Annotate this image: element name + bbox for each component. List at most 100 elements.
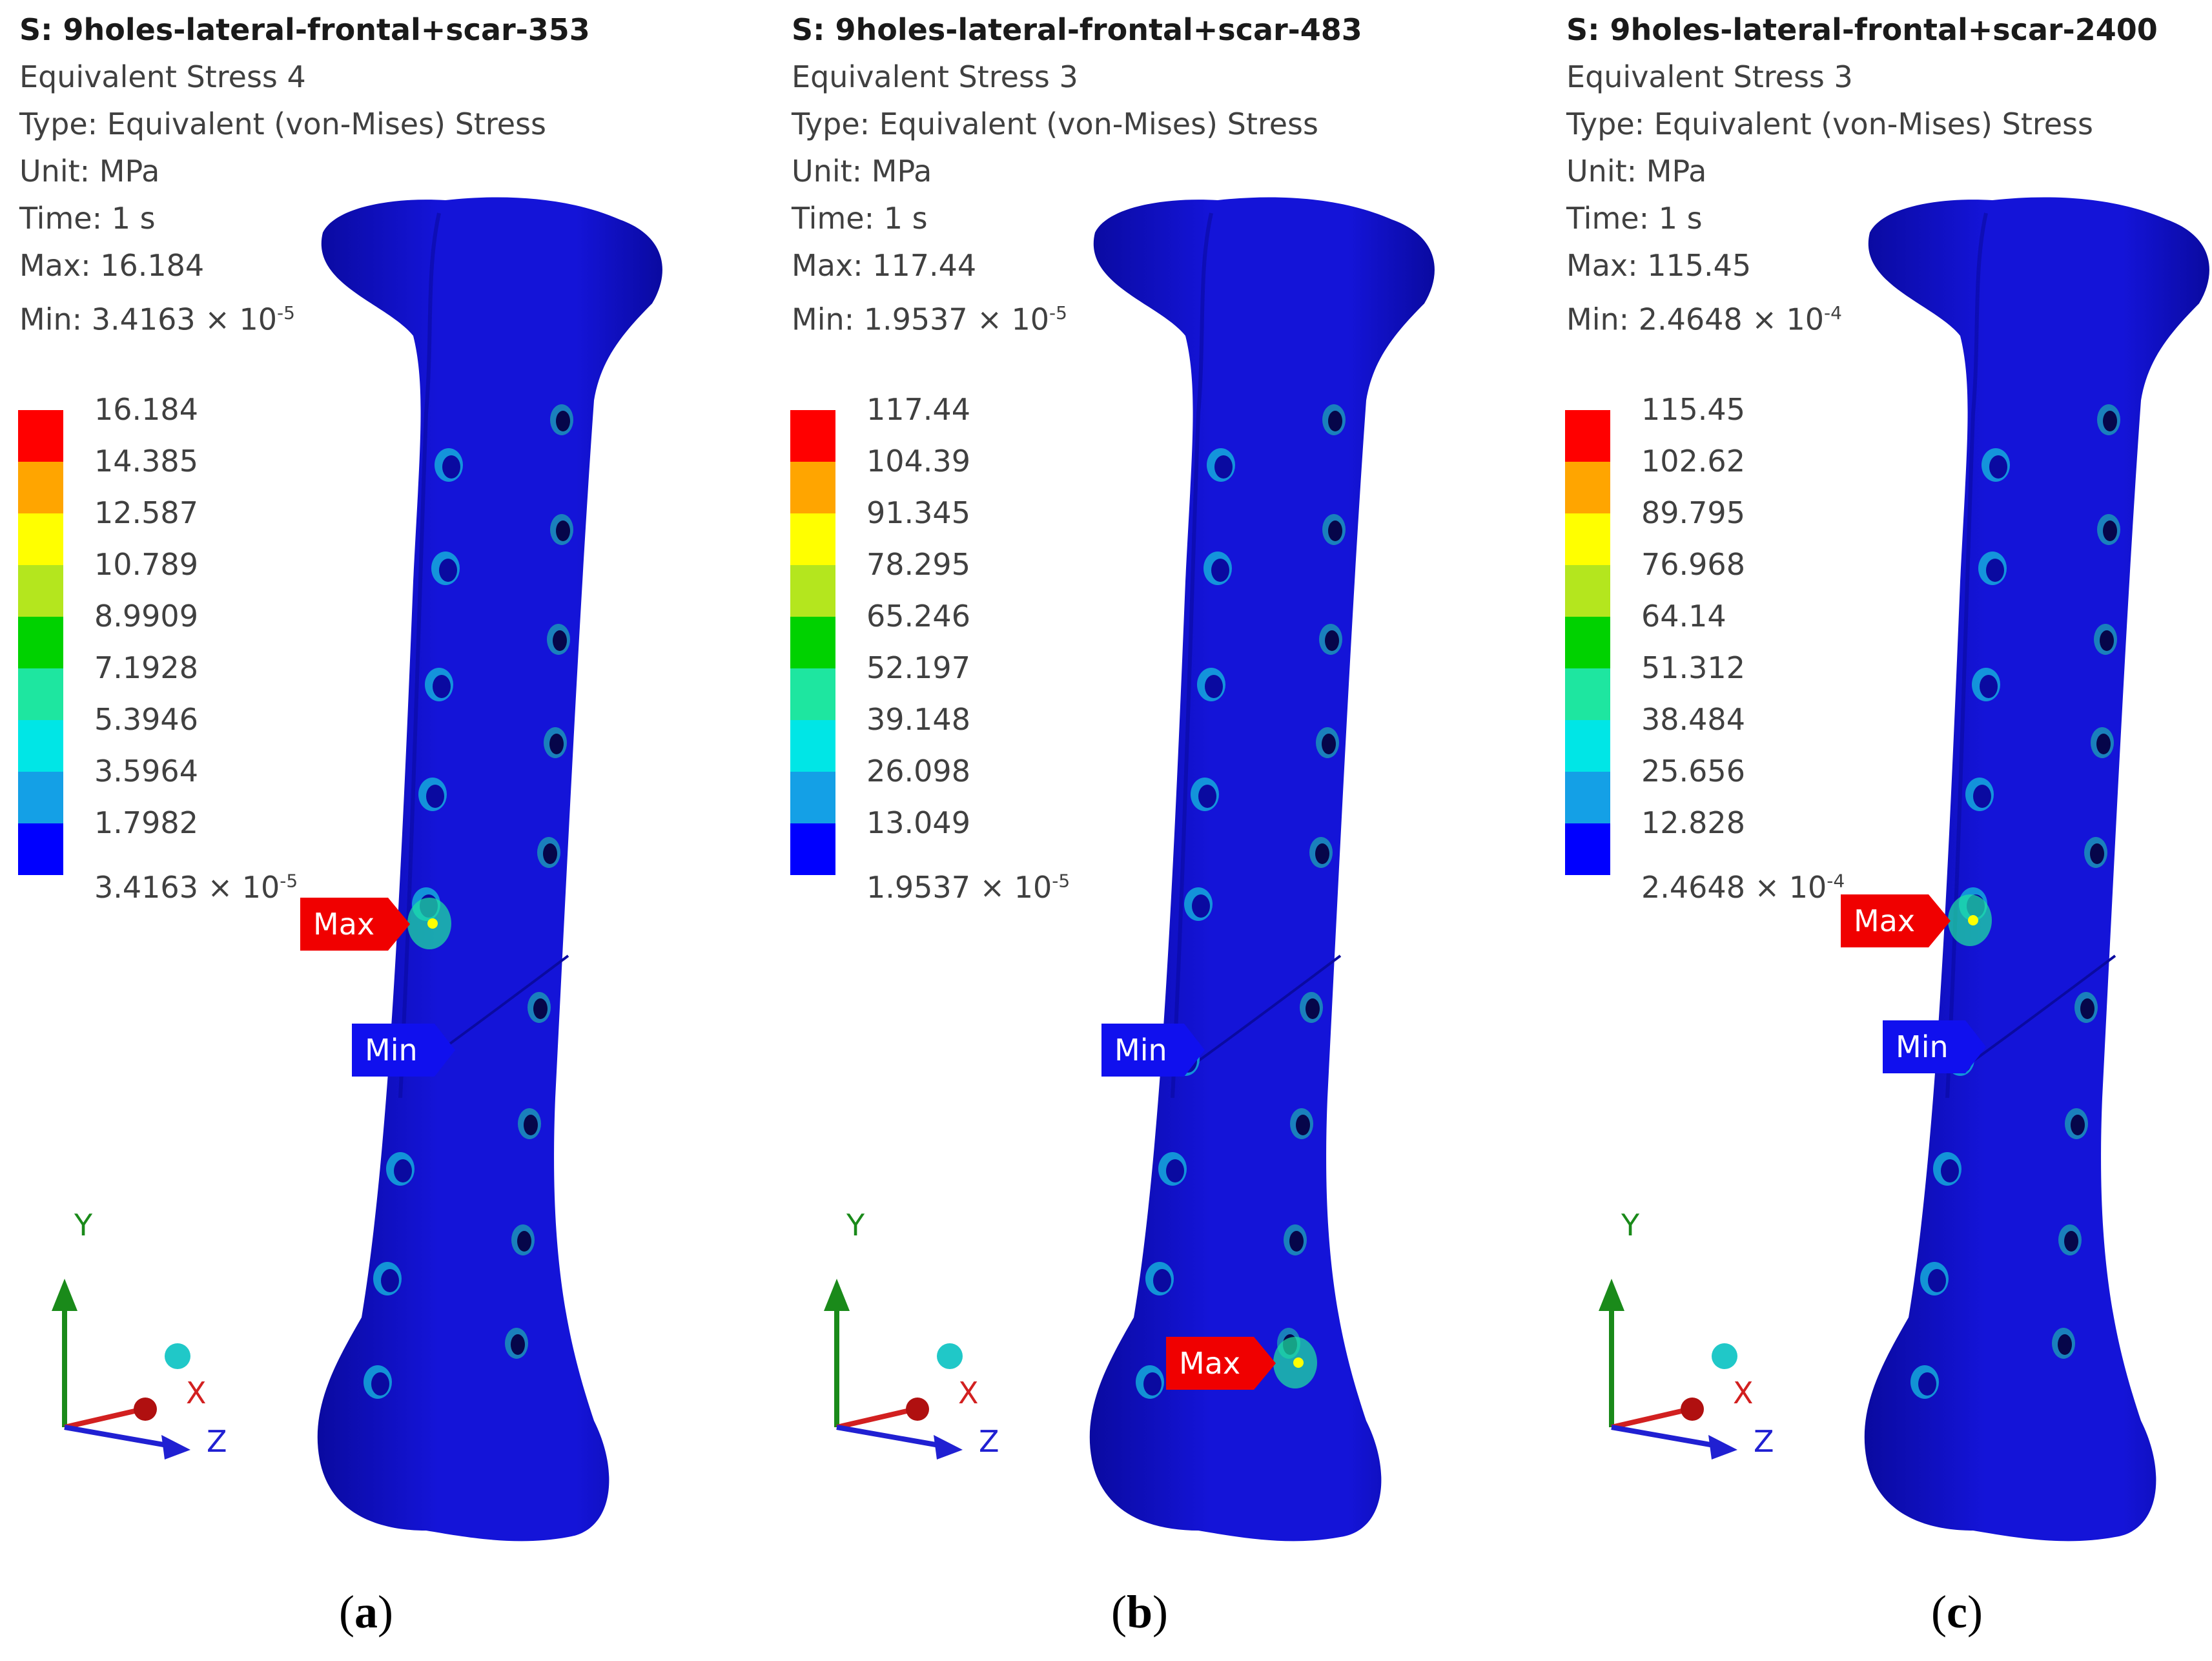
result-header: S: 9holes-lateral-frontal+scar-353 Equiv…	[19, 6, 590, 343]
legend-label: 38.484	[1641, 702, 1745, 737]
scar-line	[1965, 954, 2116, 1067]
legend-swatch	[18, 513, 63, 565]
legend-swatch	[1565, 772, 1610, 823]
result-name: Equivalent Stress 3	[792, 59, 1078, 94]
legend-swatch	[790, 772, 835, 823]
min-marker: Min	[352, 1024, 455, 1077]
legend-label: 115.45	[1641, 392, 1745, 427]
result-min: Min: 3.4163 × 10-5	[19, 302, 295, 337]
result-type: Type: Equivalent (von-Mises) Stress	[792, 107, 1318, 141]
legend-label: 26.098	[866, 754, 970, 789]
legend-swatch	[1565, 668, 1610, 720]
max-marker: Max	[300, 898, 410, 951]
legend-swatch	[1565, 565, 1610, 617]
bone-stress-model	[1599, 197, 2209, 1542]
axis-y-label: Y	[1621, 1208, 1640, 1243]
result-header: S: 9holes-lateral-frontal+scar-2400 Equi…	[1566, 6, 2158, 343]
legend-swatch	[790, 462, 835, 513]
legend-swatch	[790, 668, 835, 720]
legend-label-min: 1.9537 × 10-5	[866, 870, 1070, 905]
legend-swatch	[790, 720, 835, 772]
legend-label: 39.148	[866, 702, 970, 737]
legend-label: 65.246	[866, 599, 970, 634]
axis-x-label: X	[958, 1376, 979, 1410]
legend-swatch	[1565, 823, 1610, 875]
bone-body	[317, 197, 662, 1542]
result-max: Max: 16.184	[19, 248, 205, 283]
bone-ridge	[1171, 212, 1213, 1099]
result-header: S: 9holes-lateral-frontal+scar-483 Equiv…	[792, 6, 1362, 343]
result-time: Time: 1 s	[792, 201, 928, 236]
legend-swatch	[790, 410, 835, 462]
result-unit: Unit: MPa	[1566, 154, 1707, 189]
legend-swatch	[1565, 410, 1610, 462]
legend-label: 1.7982	[94, 805, 198, 840]
panel-caption: (c)	[1931, 1586, 1983, 1638]
result-type: Type: Equivalent (von-Mises) Stress	[1566, 107, 2093, 141]
legend-label: 91.345	[866, 495, 970, 530]
result-type: Type: Equivalent (von-Mises) Stress	[19, 107, 546, 141]
panel-caption: (b)	[1111, 1586, 1169, 1638]
legend-label: 10.789	[94, 547, 198, 582]
axis-y-label: Y	[74, 1208, 93, 1243]
result-max: Max: 117.44	[792, 248, 977, 283]
legend-swatch	[18, 668, 63, 720]
legend-label: 89.795	[1641, 495, 1745, 530]
legend-swatch	[1565, 720, 1610, 772]
max-marker: Max	[1841, 894, 1951, 947]
legend-label: 16.184	[94, 392, 198, 427]
coordinate-triad	[824, 1279, 963, 1460]
legend-label: 3.5964	[94, 754, 198, 789]
max-marker: Max	[1166, 1337, 1276, 1390]
stress-panel-b: S: 9holes-lateral-frontal+scar-483 Equiv…	[772, 0, 1510, 1661]
result-unit: Unit: MPa	[792, 154, 932, 189]
legend-label: 12.828	[1641, 805, 1745, 840]
result-max: Max: 115.45	[1566, 248, 1752, 283]
legend-swatch	[790, 617, 835, 668]
legend-swatch	[18, 565, 63, 617]
legend-swatch	[790, 823, 835, 875]
panel-caption: (a)	[339, 1586, 393, 1638]
legend-label: 8.9909	[94, 599, 198, 634]
legend-label: 104.39	[866, 444, 970, 479]
legend-label: 117.44	[866, 392, 970, 427]
legend-swatch	[18, 617, 63, 668]
legend-swatch	[18, 462, 63, 513]
axis-z-label: Z	[979, 1424, 999, 1459]
study-title: S: 9holes-lateral-frontal+scar-2400	[1566, 12, 2158, 47]
axis-z-label: Z	[207, 1424, 227, 1459]
coordinate-triad	[52, 1279, 190, 1460]
axis-y-label: Y	[846, 1208, 865, 1243]
result-time: Time: 1 s	[19, 201, 156, 236]
study-title: S: 9holes-lateral-frontal+scar-483	[792, 12, 1362, 47]
legend-label: 78.295	[866, 547, 970, 582]
legend-swatch	[18, 720, 63, 772]
result-time: Time: 1 s	[1566, 201, 1703, 236]
legend-label: 25.656	[1641, 754, 1745, 789]
result-min: Min: 1.9537 × 10-5	[792, 302, 1067, 337]
axis-x-label: X	[186, 1376, 207, 1410]
bone-ridge	[398, 212, 441, 1099]
min-marker: Min	[1883, 1020, 1986, 1073]
legend-label: 52.197	[866, 650, 970, 685]
min-marker: Min	[1101, 1024, 1205, 1077]
legend-label: 13.049	[866, 805, 970, 840]
legend-label: 5.3946	[94, 702, 198, 737]
legend-swatch	[1565, 617, 1610, 668]
axis-z-label: Z	[1754, 1424, 1774, 1459]
bone-stress-model	[824, 197, 1435, 1542]
legend-label: 14.385	[94, 444, 198, 479]
bone-body	[1864, 197, 2209, 1542]
result-min: Min: 2.4648 × 10-4	[1566, 302, 1842, 337]
scar-line	[1191, 954, 1342, 1067]
result-name: Equivalent Stress 4	[19, 59, 306, 94]
legend-label: 64.14	[1641, 599, 1726, 634]
legend-label-min: 3.4163 × 10-5	[94, 870, 298, 905]
bone-body	[1089, 197, 1435, 1542]
legend-label-min: 2.4648 × 10-4	[1641, 870, 1845, 905]
legend-label: 76.968	[1641, 547, 1745, 582]
stress-panel-c: S: 9holes-lateral-frontal+scar-2400 Equi…	[1547, 0, 2212, 1661]
legend-label: 12.587	[94, 495, 198, 530]
result-unit: Unit: MPa	[19, 154, 160, 189]
legend-swatch	[1565, 513, 1610, 565]
